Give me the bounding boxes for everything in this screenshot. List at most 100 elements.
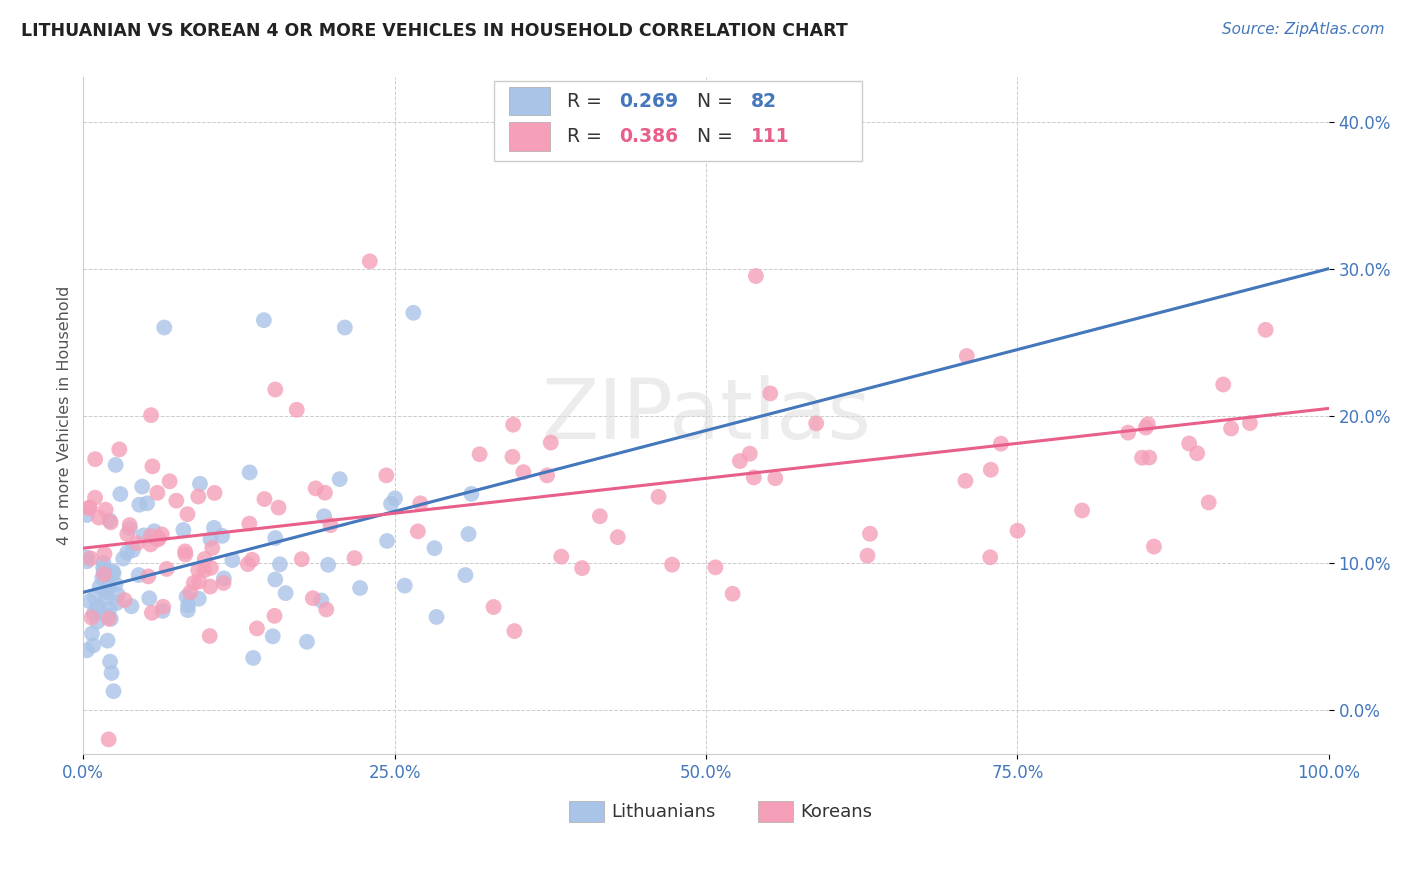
Point (176, 507, 198, 521)
Point (103, 684, 125, 698)
Point (375, 533, 398, 548)
Point (83, 607, 105, 621)
Point (759, 386, 782, 401)
Point (380, 497, 402, 511)
Point (93, 564, 115, 578)
Point (94, 502, 117, 516)
Point (274, 586, 297, 600)
Point (194, 552, 217, 566)
Point (76, 643, 98, 657)
Point (202, 521, 225, 535)
Point (302, 591, 325, 606)
Point (177, 603, 200, 617)
Point (212, 575, 235, 590)
Point (295, 635, 318, 649)
Point (107, 588, 129, 602)
Text: N =: N = (697, 92, 740, 111)
Point (174, 544, 197, 558)
Point (148, 532, 170, 546)
Text: R =: R = (567, 127, 607, 145)
Point (165, 493, 187, 508)
Point (319, 518, 342, 533)
Point (188, 476, 211, 491)
Point (98, 602, 121, 616)
Point (763, 471, 786, 485)
Point (117, 527, 139, 541)
Text: R =: R = (567, 92, 607, 111)
Point (91, 560, 114, 574)
Point (238, 516, 260, 531)
Point (97, 612, 120, 626)
Point (503, 624, 526, 638)
Point (200, 561, 222, 575)
Point (82, 639, 104, 653)
Point (84, 452, 107, 467)
Point (141, 459, 163, 474)
Point (606, 530, 628, 544)
Point (704, 560, 727, 574)
Point (721, 587, 744, 601)
Point (98, 513, 121, 527)
Point (955, 474, 977, 488)
Point (172, 523, 194, 537)
Point (79, 501, 101, 516)
Point (187, 490, 209, 504)
Point (512, 465, 534, 479)
Point (742, 470, 765, 484)
Point (204, 486, 226, 500)
Point (176, 590, 198, 604)
Point (329, 472, 352, 486)
Point (156, 562, 179, 576)
Point (152, 599, 174, 614)
Point (359, 254, 381, 268)
Point (425, 610, 447, 624)
FancyBboxPatch shape (509, 87, 550, 115)
Point (96, 608, 118, 623)
Point (100, 665, 122, 680)
Point (738, 447, 761, 461)
Point (253, 491, 276, 506)
Point (103, 566, 125, 581)
Point (187, 563, 209, 577)
Point (152, 604, 174, 618)
Point (267, 500, 290, 515)
Point (121, 543, 143, 558)
Point (980, 463, 1002, 477)
Y-axis label: 4 or more Vehicles in Household: 4 or more Vehicles in Household (58, 286, 72, 546)
Point (375, 468, 398, 483)
Point (86, 615, 108, 629)
Text: Lithuanians: Lithuanians (612, 803, 716, 821)
Point (409, 496, 432, 510)
Point (264, 573, 287, 587)
Point (221, 553, 243, 567)
Point (406, 524, 429, 539)
Point (454, 568, 477, 582)
Point (198, 629, 221, 643)
Point (1220, 421, 1243, 435)
Point (349, 581, 371, 595)
Point (118, 518, 141, 533)
Point (745, 268, 768, 283)
Point (211, 529, 233, 543)
Point (242, 651, 264, 665)
Point (98, 655, 121, 669)
Point (101, 564, 124, 578)
Point (188, 574, 211, 589)
Point (333, 320, 356, 334)
Point (87, 599, 110, 614)
Point (1143, 540, 1166, 554)
Point (136, 496, 159, 510)
Point (311, 593, 333, 607)
Point (804, 417, 827, 431)
Point (269, 558, 291, 572)
Point (183, 575, 205, 590)
Text: 82: 82 (751, 92, 778, 111)
Point (201, 541, 224, 555)
Point (97, 580, 120, 594)
Point (118, 521, 141, 535)
Point (647, 490, 669, 504)
Point (79, 551, 101, 566)
Point (979, 550, 1001, 565)
FancyBboxPatch shape (758, 801, 793, 822)
Point (127, 536, 149, 550)
